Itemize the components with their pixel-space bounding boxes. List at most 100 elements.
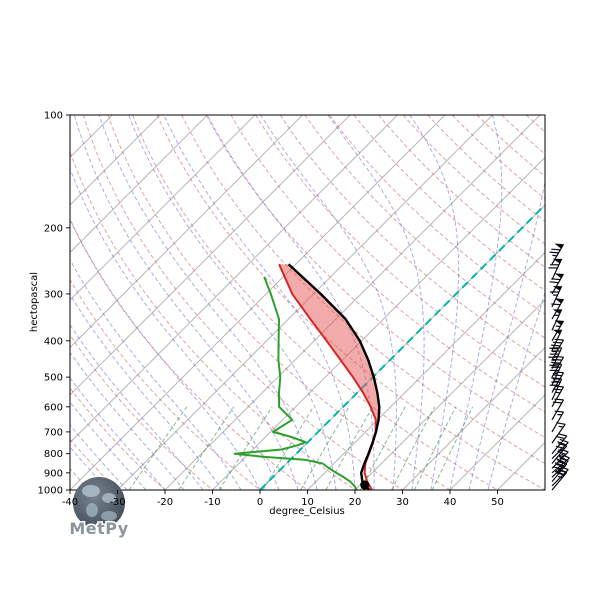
zero-isotherm-line <box>259 203 545 490</box>
x-axis-ticks: -40 -30 -20 -10 0 10 20 30 40 50 <box>62 490 504 508</box>
wind-barb <box>551 433 568 455</box>
temperature-profile-line <box>278 263 377 490</box>
isotherm <box>70 115 161 206</box>
y-tick-label: 500 <box>44 373 63 384</box>
dewpoint-line <box>233 276 358 490</box>
wind-barbs <box>548 243 570 491</box>
isotherm <box>70 115 398 444</box>
surface-parcel-marker <box>360 480 370 490</box>
x-tick-label: -10 <box>204 497 220 508</box>
dry-adiabat <box>329 115 545 315</box>
y-tick-label: 100 <box>44 111 63 122</box>
moist-adiabat-lines <box>70 115 545 490</box>
dry-adiabat <box>107 115 451 490</box>
x-tick-label: 50 <box>491 497 504 508</box>
isotherm <box>497 441 545 490</box>
y-tick-label: 200 <box>44 223 63 234</box>
isotherm <box>70 115 256 301</box>
cape-fill <box>279 264 380 432</box>
temperature-line <box>278 263 377 490</box>
isotherm <box>402 346 545 490</box>
dry-adiabat <box>82 115 403 490</box>
dry-adiabat <box>70 150 356 490</box>
y-tick-label: 600 <box>44 402 63 413</box>
dry-adiabat <box>279 115 545 363</box>
isotherm <box>307 251 545 490</box>
moist-adiabat <box>163 115 356 490</box>
wind-barb <box>551 309 563 331</box>
x-tick-label: 40 <box>444 497 457 508</box>
x-tick-label: 30 <box>396 497 409 508</box>
wind-barb <box>551 398 565 421</box>
globe-continent-shape <box>102 493 116 503</box>
metpy-logo: MetPy <box>68 477 130 540</box>
highlight-isotherm <box>259 203 545 490</box>
wind-barb <box>549 273 565 295</box>
y-tick-label: 300 <box>44 289 63 300</box>
moist-adiabat <box>260 115 397 490</box>
mixing-ratio-line <box>178 406 235 490</box>
mixing-ratio-line <box>218 406 273 490</box>
isotherm-lines <box>70 115 545 490</box>
moist-adiabat <box>70 377 166 490</box>
moist-adiabat <box>70 167 280 490</box>
dry-adiabat <box>427 115 545 222</box>
dry-adiabat <box>304 115 545 339</box>
moist-adiabat <box>449 115 503 490</box>
y-tick-label: 900 <box>44 468 63 479</box>
moist-adiabat <box>70 401 147 490</box>
y-axis-label: hectopascal <box>29 272 40 332</box>
isotherm <box>164 115 541 490</box>
mixing-ratio-line <box>359 406 406 490</box>
moist-adiabat <box>70 258 242 490</box>
mixing-ratio-line <box>300 406 350 490</box>
moist-adiabat <box>70 323 204 490</box>
moist-adiabat <box>409 115 460 490</box>
isotherm <box>70 115 303 349</box>
wind-barb <box>551 438 569 460</box>
mixing-ratio-line <box>413 406 457 490</box>
isotherm <box>70 115 351 396</box>
dry-adiabat <box>525 115 545 133</box>
moist-adiabat <box>98 115 318 490</box>
plot-area <box>70 115 545 490</box>
dry-adiabat <box>70 278 261 490</box>
x-tick-label: -40 <box>62 497 78 508</box>
isotherm <box>70 115 446 490</box>
cape-shaded-area <box>279 264 380 432</box>
x-tick-label: -20 <box>157 497 173 508</box>
y-tick-label: 700 <box>44 427 63 438</box>
parcel-line <box>287 263 381 490</box>
dry-adiabat <box>402 115 545 245</box>
dry-adiabat <box>378 115 545 268</box>
dry-adiabat <box>501 115 545 155</box>
parcel-profile-line <box>287 263 381 490</box>
dry-adiabat <box>132 115 498 490</box>
isotherm <box>449 394 545 490</box>
isotherm <box>544 489 545 490</box>
moist-adiabat <box>70 217 261 490</box>
wind-barb <box>549 355 565 378</box>
mixing-ratio-line <box>325 406 374 490</box>
mixing-ratio-line <box>128 406 188 490</box>
y-axis-ticks: 100 200 300 400 500 600 700 800 900 1000 <box>38 111 70 497</box>
x-tick-label: -30 <box>109 497 125 508</box>
dewpoint-profile-line <box>233 276 358 490</box>
moist-adiabat <box>70 293 223 490</box>
x-tick-label: 20 <box>349 497 362 508</box>
moist-adiabat <box>487 291 545 490</box>
moist-adiabat <box>206 115 375 490</box>
mixing-ratio-line <box>262 406 314 490</box>
x-axis-label: degree_Celsius <box>269 506 345 517</box>
mixing-ratio-line <box>431 406 474 490</box>
wind-barb <box>550 285 563 308</box>
globe-continent-shape <box>82 485 100 497</box>
wind-barb <box>549 243 565 265</box>
globe-continent-shape <box>101 511 117 521</box>
wind-barb <box>551 410 565 433</box>
moist-adiabat <box>128 115 337 490</box>
dry-adiabat <box>230 115 545 413</box>
moist-adiabat <box>73 115 299 490</box>
